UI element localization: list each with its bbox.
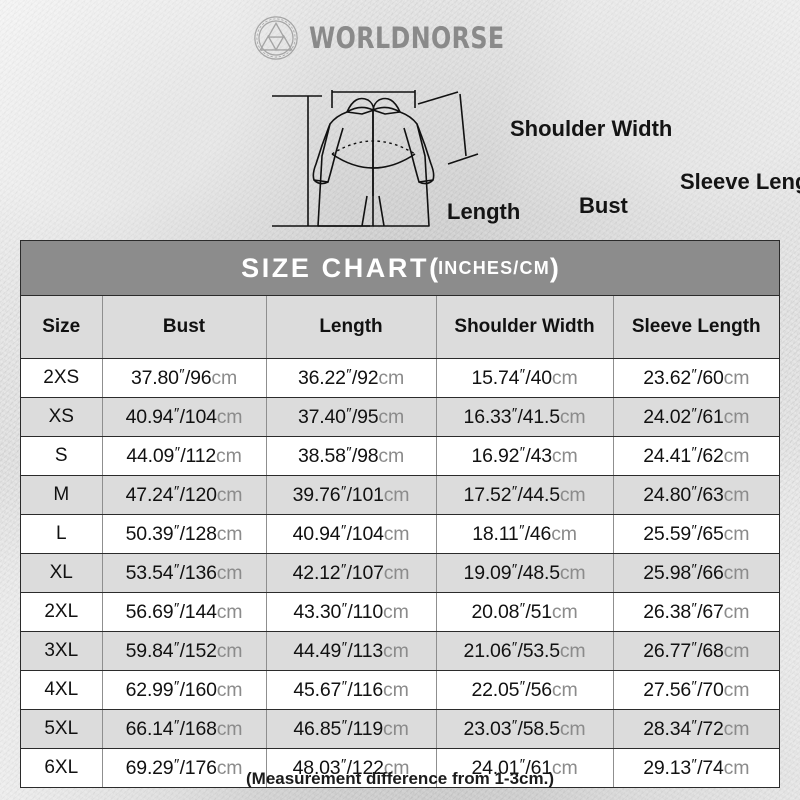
brand-name: WORLDNORSE [308, 21, 505, 55]
table-row: XS 40.94″/104cm 37.40″/95cm 16.33″/41.5cm 24… [21, 397, 779, 437]
cell-sleeve-length: 27.56″/70cm [613, 670, 779, 710]
table-row: 2XS 37.80″/96cm 36.22″/92cm 15.74″/40cm 23.6… [21, 358, 779, 398]
table-row: XL 53.54″/136cm 42.12″/107cm 19.09″/48.5cm 2… [21, 553, 779, 593]
cell-size: M [21, 475, 103, 515]
cell-shoulder-width: 16.33″/41.5cm [436, 397, 614, 437]
cell-length: 40.94″/104cm [266, 514, 437, 554]
cell-bust: 44.09″/112cm [102, 436, 267, 476]
cell-length: 39.76″/101cm [266, 475, 437, 515]
cell-size: 3XL [21, 631, 103, 671]
cell-sleeve-length: 25.98″/66cm [613, 553, 779, 593]
cell-size: 6XL [21, 748, 103, 787]
cell-length: 44.49″/113cm [266, 631, 437, 671]
cell-size: XS [21, 397, 103, 437]
cell-length: 46.85″/119cm [266, 709, 437, 749]
cell-bust: 37.80″/96cm [102, 358, 267, 398]
column-header-bust: Bust [102, 296, 267, 359]
cell-bust: 69.29″/176cm [102, 748, 267, 787]
cell-bust: 56.69″/144cm [102, 592, 267, 632]
cell-length: 36.22″/92cm [266, 358, 437, 398]
chart-title-units: INCHES/CM [438, 257, 550, 278]
cell-bust: 66.14″/168cm [102, 709, 267, 749]
cell-size: S [21, 436, 103, 476]
cell-bust: 47.24″/120cm [102, 475, 267, 515]
label-bust: Bust [579, 193, 628, 218]
cell-shoulder-width: 17.52″/44.5cm [436, 475, 614, 515]
column-header-shoulder-width: Shoulder Width [436, 296, 614, 359]
cell-size: 5XL [21, 709, 103, 749]
cell-length: 43.30″/110cm [266, 592, 437, 632]
cell-sleeve-length: 25.59″/65cm [613, 514, 779, 554]
cell-sleeve-length: 29.13″/74cm [613, 748, 779, 787]
column-header-size: Size [21, 296, 103, 359]
cell-shoulder-width: 24.01″/61cm [436, 748, 614, 787]
cell-shoulder-width: 20.08″/51cm [436, 592, 614, 632]
cell-shoulder-width: 18.11″/46cm [436, 514, 614, 554]
column-header-length: Length [266, 296, 437, 359]
cell-length: 38.58″/98cm [266, 436, 437, 476]
cell-shoulder-width: 19.09″/48.5cm [436, 553, 614, 593]
brand-header: WORLDNORSE [0, 14, 800, 62]
cell-shoulder-width: 16.92″/43cm [436, 436, 614, 476]
label-sleeve-length: Sleeve Length [680, 169, 800, 194]
cell-sleeve-length: 24.80″/63cm [613, 475, 779, 515]
cell-size: XL [21, 553, 103, 593]
cell-sleeve-length: 26.38″/67cm [613, 592, 779, 632]
size-chart-table: SIZE CHART ( INCHES/CM ) Size Bust Lengt… [20, 240, 780, 788]
cell-bust: 50.39″/128cm [102, 514, 267, 554]
valknut-icon [253, 16, 298, 60]
cell-size: 2XS [21, 358, 103, 398]
chart-title-paren-open: ( [429, 252, 439, 283]
table-row: 4XL 62.99″/160cm 45.67″/116cm 22.05″/56cm 27… [21, 670, 779, 710]
table-row: M 47.24″/120cm 39.76″/101cm 17.52″/44.5cm 24… [21, 475, 779, 515]
cell-sleeve-length: 24.41″/62cm [613, 436, 779, 476]
cell-bust: 59.84″/152cm [102, 631, 267, 671]
hooded-coat-icon [272, 90, 479, 227]
cell-shoulder-width: 21.06″/53.5cm [436, 631, 614, 671]
cell-size: 2XL [21, 592, 103, 632]
cell-length: 48.03″/122cm [266, 748, 437, 787]
chart-title-main: SIZE CHART [241, 252, 430, 283]
cell-shoulder-width: 23.03″/58.5cm [436, 709, 614, 749]
cell-length: 42.12″/107cm [266, 553, 437, 593]
measurements-table: Size Bust Length Shoulder Width Sleeve L… [21, 296, 779, 787]
column-header-sleeve-length: Sleeve Length [613, 296, 779, 359]
cell-shoulder-width: 15.74″/40cm [436, 358, 614, 398]
table-row: L 50.39″/128cm 40.94″/104cm 18.11″/46cm 25.5… [21, 514, 779, 554]
cell-bust: 62.99″/160cm [102, 670, 267, 710]
table-row: 2XL 56.69″/144cm 43.30″/110cm 20.08″/51cm 26… [21, 592, 779, 632]
cell-sleeve-length: 24.02″/61cm [613, 397, 779, 437]
cell-bust: 40.94″/104cm [102, 397, 267, 437]
label-length: Length [447, 199, 521, 224]
cell-size: L [21, 514, 103, 554]
cell-length: 37.40″/95cm [266, 397, 437, 437]
label-shoulder-width: Shoulder Width [510, 116, 673, 141]
table-row: 5XL 66.14″/168cm 46.85″/119cm 23.03″/58.5cm… [21, 709, 779, 749]
measurement-note: (Measurement difference from 1-3cm.) [246, 769, 554, 788]
cell-sleeve-length: 26.77″/68cm [613, 631, 779, 671]
cell-size: 4XL [21, 670, 103, 710]
table-body: 2XS 37.80″/96cm 36.22″/92cm 15.74″/40cm 23.6… [21, 358, 779, 787]
garment-diagram: Shoulder Width Sleeve Length Length Bust [210, 56, 800, 242]
chart-title-banner: SIZE CHART ( INCHES/CM ) [21, 241, 779, 296]
cell-bust: 53.54″/136cm [102, 553, 267, 593]
table-header-row: Size Bust Length Shoulder Width Sleeve L… [21, 296, 779, 359]
chart-title-paren-close: ) [549, 252, 559, 283]
cell-sleeve-length: 28.34″/72cm [613, 709, 779, 749]
table-row: 3XL 59.84″/152cm 44.49″/113cm 21.06″/53.5cm… [21, 631, 779, 671]
table-row: 6XL 69.29″/176cm 48.03″/122cm 24.01″/61cm 29… [21, 748, 779, 787]
cell-length: 45.67″/116cm [266, 670, 437, 710]
table-row: S 44.09″/112cm 38.58″/98cm 16.92″/43cm 24.41… [21, 436, 779, 476]
cell-sleeve-length: 23.62″/60cm [613, 358, 779, 398]
cell-shoulder-width: 22.05″/56cm [436, 670, 614, 710]
